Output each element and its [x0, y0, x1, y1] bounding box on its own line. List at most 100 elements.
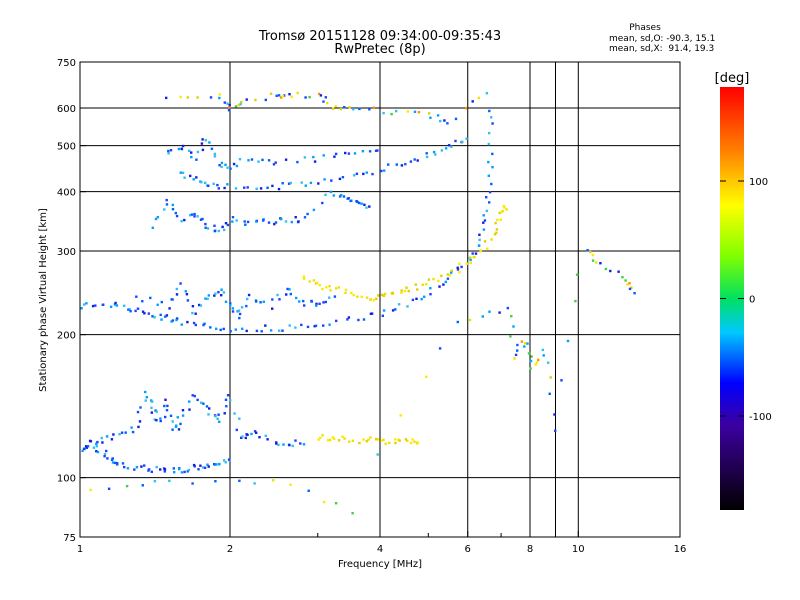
echo-point	[179, 171, 182, 174]
echo-point	[143, 464, 146, 467]
echo-point	[262, 300, 265, 303]
echo-point	[350, 291, 353, 295]
echo-point	[151, 226, 154, 229]
echo-point	[199, 304, 203, 307]
echo-point	[328, 285, 331, 288]
echo-point	[530, 355, 533, 358]
echo-point	[352, 108, 355, 111]
echo-point	[534, 363, 537, 366]
echo-point	[224, 222, 228, 225]
echo-point	[284, 220, 288, 223]
echo-point	[171, 420, 174, 423]
echo-point	[512, 325, 515, 328]
echo-point	[255, 187, 258, 190]
echo-point	[264, 98, 267, 102]
echo-point	[384, 292, 387, 296]
echo-point	[85, 446, 88, 449]
echo-point	[229, 302, 232, 305]
echo-point	[193, 394, 196, 398]
echo-point	[114, 301, 117, 305]
echo-point	[200, 142, 204, 145]
echo-point	[331, 436, 335, 439]
echo-point	[384, 442, 387, 446]
echo-point	[217, 229, 220, 233]
echo-point	[324, 300, 327, 304]
echo-point	[500, 211, 503, 214]
echo-point	[296, 91, 299, 95]
echo-point	[456, 320, 459, 324]
echo-point	[144, 390, 147, 394]
echo-point	[236, 310, 239, 313]
echo-point	[125, 484, 129, 488]
echo-point	[529, 367, 532, 370]
echo-point	[174, 211, 177, 215]
echo-point	[141, 484, 144, 487]
echo-point	[204, 222, 207, 226]
echo-point	[465, 137, 468, 140]
echo-point	[228, 106, 231, 109]
echo-point	[333, 437, 336, 440]
echo-point	[460, 265, 463, 269]
echo-point	[206, 463, 209, 466]
echo-point	[219, 328, 222, 332]
echo-point	[490, 116, 493, 119]
echo-point	[481, 315, 484, 318]
echo-point	[322, 324, 325, 327]
echo-trace	[317, 434, 419, 446]
echo-trace	[302, 204, 508, 302]
echo-point	[109, 305, 113, 308]
echo-point	[174, 425, 178, 428]
echo-point	[150, 406, 153, 409]
echo-point	[213, 152, 217, 156]
echo-point	[241, 435, 244, 438]
echo-point	[275, 442, 278, 445]
echo-point	[217, 291, 220, 294]
echo-point	[82, 447, 86, 450]
echo-point	[177, 428, 181, 431]
echo-point	[375, 438, 378, 441]
echo-point	[147, 468, 151, 471]
echo-point	[274, 161, 277, 164]
echo-point	[348, 440, 351, 443]
echo-point	[100, 436, 103, 440]
echo-point	[238, 158, 242, 161]
echo-point	[317, 182, 320, 185]
echo-point	[181, 409, 185, 412]
echo-point	[238, 316, 241, 320]
y-tick-label: 500	[57, 142, 76, 153]
echo-point	[207, 294, 210, 297]
echo-point	[192, 178, 195, 181]
echo-point	[135, 466, 139, 469]
echo-point	[374, 149, 378, 152]
echo-point	[204, 139, 207, 142]
echo-point	[334, 105, 337, 108]
echo-point	[526, 342, 529, 345]
echo-point	[175, 287, 178, 291]
echo-point	[220, 165, 223, 169]
echo-point	[406, 305, 409, 308]
echo-point	[289, 483, 292, 486]
echo-point	[491, 152, 494, 156]
echo-point	[205, 405, 209, 408]
echo-trace	[84, 390, 306, 448]
echo-point	[254, 299, 258, 302]
echo-point	[416, 441, 419, 444]
echo-point	[228, 103, 231, 107]
echo-point	[222, 459, 226, 462]
echo-point	[85, 302, 88, 305]
echo-point	[300, 181, 303, 184]
echo-point	[194, 323, 197, 327]
echo-point	[195, 176, 198, 179]
echo-point	[156, 216, 159, 219]
echo-point	[207, 184, 210, 187]
echo-point	[253, 430, 257, 433]
echo-point	[446, 122, 449, 125]
echo-point	[246, 186, 249, 189]
echo-point	[371, 172, 374, 176]
echo-point	[213, 229, 216, 233]
echo-point	[317, 438, 320, 441]
echo-point	[440, 274, 443, 278]
echo-point	[329, 289, 332, 292]
echo-point	[429, 293, 432, 296]
echo-point	[343, 437, 346, 440]
